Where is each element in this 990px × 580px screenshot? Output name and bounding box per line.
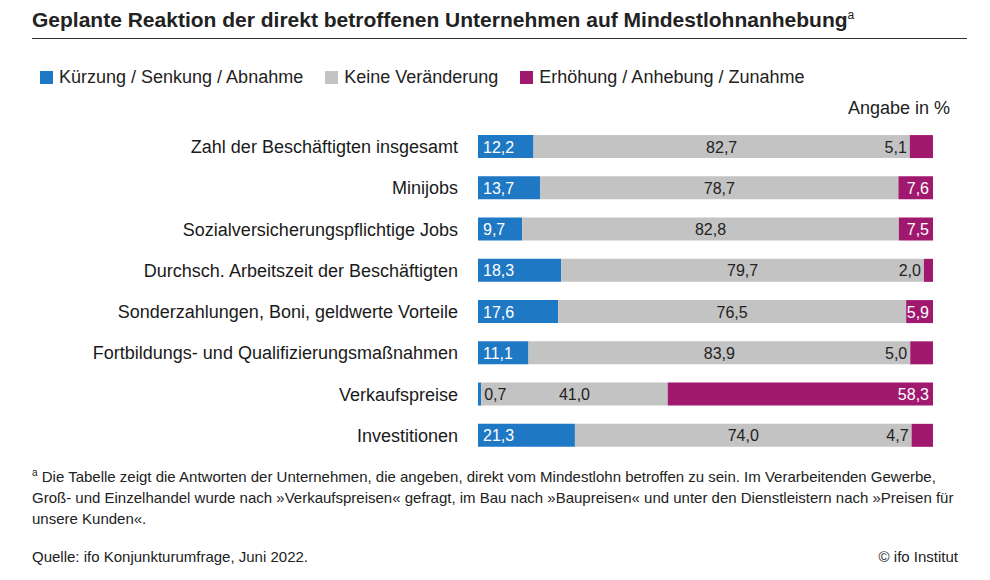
html-text:Angabe in %: Angabe in % [847, 98, 950, 118]
html-text:© ifo Institut: © ifo Institut [878, 548, 958, 565]
svg-text:5,0: 5,0 [885, 345, 907, 362]
svg-text:Durchsch. Arbeitszeit der Besc: Durchsch. Arbeitszeit der Beschäftigten [144, 261, 458, 281]
svg-text:83,9: 83,9 [704, 345, 735, 362]
svg-text:82,8: 82,8 [695, 221, 726, 238]
svg-text:76,5: 76,5 [717, 304, 748, 321]
svg-text:Fortbildungs- und Qualifizieru: Fortbildungs- und Qualifizierungsmaßnahm… [93, 343, 458, 363]
svg-text:9,7: 9,7 [483, 221, 505, 238]
html-text:Quelle: ifo Konjunkturumfrage,: Quelle: ifo Konjunkturumfrage, Juni 2022… [32, 548, 308, 565]
svg-text:Minijobs: Minijobs [392, 178, 458, 198]
svg-text:12,2: 12,2 [483, 139, 514, 156]
svg-text:0,7: 0,7 [484, 386, 506, 403]
svg-text:17,6: 17,6 [483, 304, 514, 321]
svg-text:18,3: 18,3 [483, 262, 514, 279]
svg-text:58,3: 58,3 [898, 386, 929, 403]
svg-text:2,0: 2,0 [899, 262, 921, 279]
svg-text:5,9: 5,9 [907, 304, 929, 321]
svg-text:74,0: 74,0 [728, 427, 759, 444]
svg-text:5,1: 5,1 [885, 139, 907, 156]
svg-text:21,3: 21,3 [483, 427, 514, 444]
svg-text:Sonderzahlungen, Boni, geldwer: Sonderzahlungen, Boni, geldwerte Vorteil… [118, 302, 458, 322]
svg-text:Sozialversicherungspflichtige: Sozialversicherungspflichtige Jobs [183, 220, 458, 240]
svg-text:7,5: 7,5 [907, 221, 929, 238]
svg-text:Zahl der Beschäftigten insgesa: Zahl der Beschäftigten insgesamt [191, 137, 458, 157]
svg-text:4,7: 4,7 [886, 427, 908, 444]
svg-text:82,7: 82,7 [706, 139, 737, 156]
html-text:Erhöhung / Anhebung / Zunahme: Erhöhung / Anhebung / Zunahme [539, 66, 805, 87]
svg-text:11,1: 11,1 [483, 345, 513, 362]
svg-text:41,0: 41,0 [559, 386, 590, 403]
svg-text:Verkaufspreise: Verkaufspreise [339, 385, 458, 405]
svg-text:13,7: 13,7 [483, 180, 514, 197]
html-text:Keine Veränderung: Keine Veränderung [344, 66, 499, 87]
html-text:a Die Tabelle zeigt die Antwor: a Die Tabelle zeigt die Antworten der Un… [32, 467, 954, 527]
html-text:Kürzung / Senkung / Abnahme: Kürzung / Senkung / Abnahme [59, 66, 304, 87]
svg-text:Investitionen: Investitionen [357, 426, 458, 446]
svg-text:78,7: 78,7 [704, 180, 735, 197]
html-text:Geplante Reaktion der direkt b: Geplante Reaktion der direkt betroffenen… [32, 8, 855, 31]
svg-text:79,7: 79,7 [727, 262, 758, 279]
svg-text:7,6: 7,6 [907, 180, 929, 197]
